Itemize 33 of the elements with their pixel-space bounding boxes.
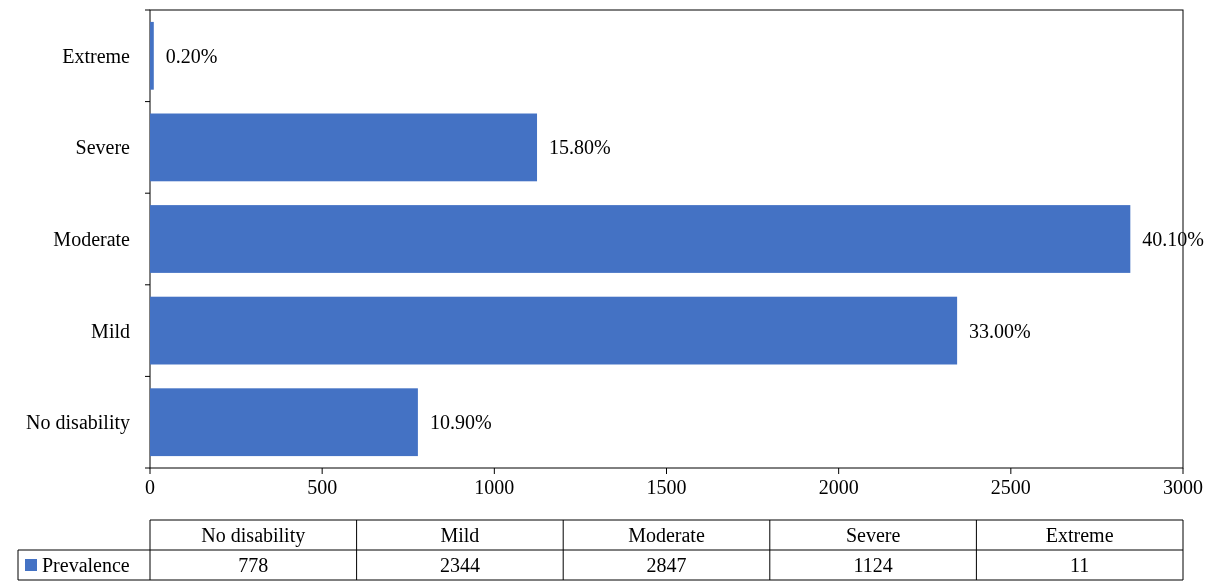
data-label: 11 [1070,554,1090,576]
data-label: 778 [238,554,269,576]
bar [150,296,958,365]
y-tick-label: No disability [26,411,130,435]
x-tick-label: 500 [307,476,338,498]
annotation: 0.20% [165,44,218,67]
x-tick-label: 1000 [474,476,515,498]
category-label: Extreme [1045,524,1114,546]
category-label: No disability [201,524,306,547]
legend-label: Prevalence [42,554,130,576]
annotation: 33.00% [969,319,1031,342]
data-label: 1124 [853,554,893,576]
bar [150,388,418,457]
x-tick-label: 2000 [818,476,859,498]
x-tick-label: 2500 [990,476,1031,498]
bar [150,21,154,90]
annotation: 40.10% [1142,228,1204,250]
annotation: 10.90% [429,411,492,434]
x-tick-label: 1500 [646,476,687,498]
bar [150,205,1131,273]
category-label: Severe [845,524,901,546]
x-tick-label: 0 [145,476,155,498]
y-tick-label: Moderate [53,228,131,250]
y-tick-label: Extreme [62,44,131,67]
bar [150,113,538,182]
category-label: Moderate [628,524,705,546]
annotation: 15.80% [549,136,611,159]
x-tick-label: 3000 [1163,476,1203,498]
y-tick-label: Severe [75,136,131,159]
category-label: Mild [440,524,480,546]
data-label: 2847 [646,554,687,576]
y-tick-label: Mild [91,319,130,342]
data-label: 2344 [439,554,480,576]
